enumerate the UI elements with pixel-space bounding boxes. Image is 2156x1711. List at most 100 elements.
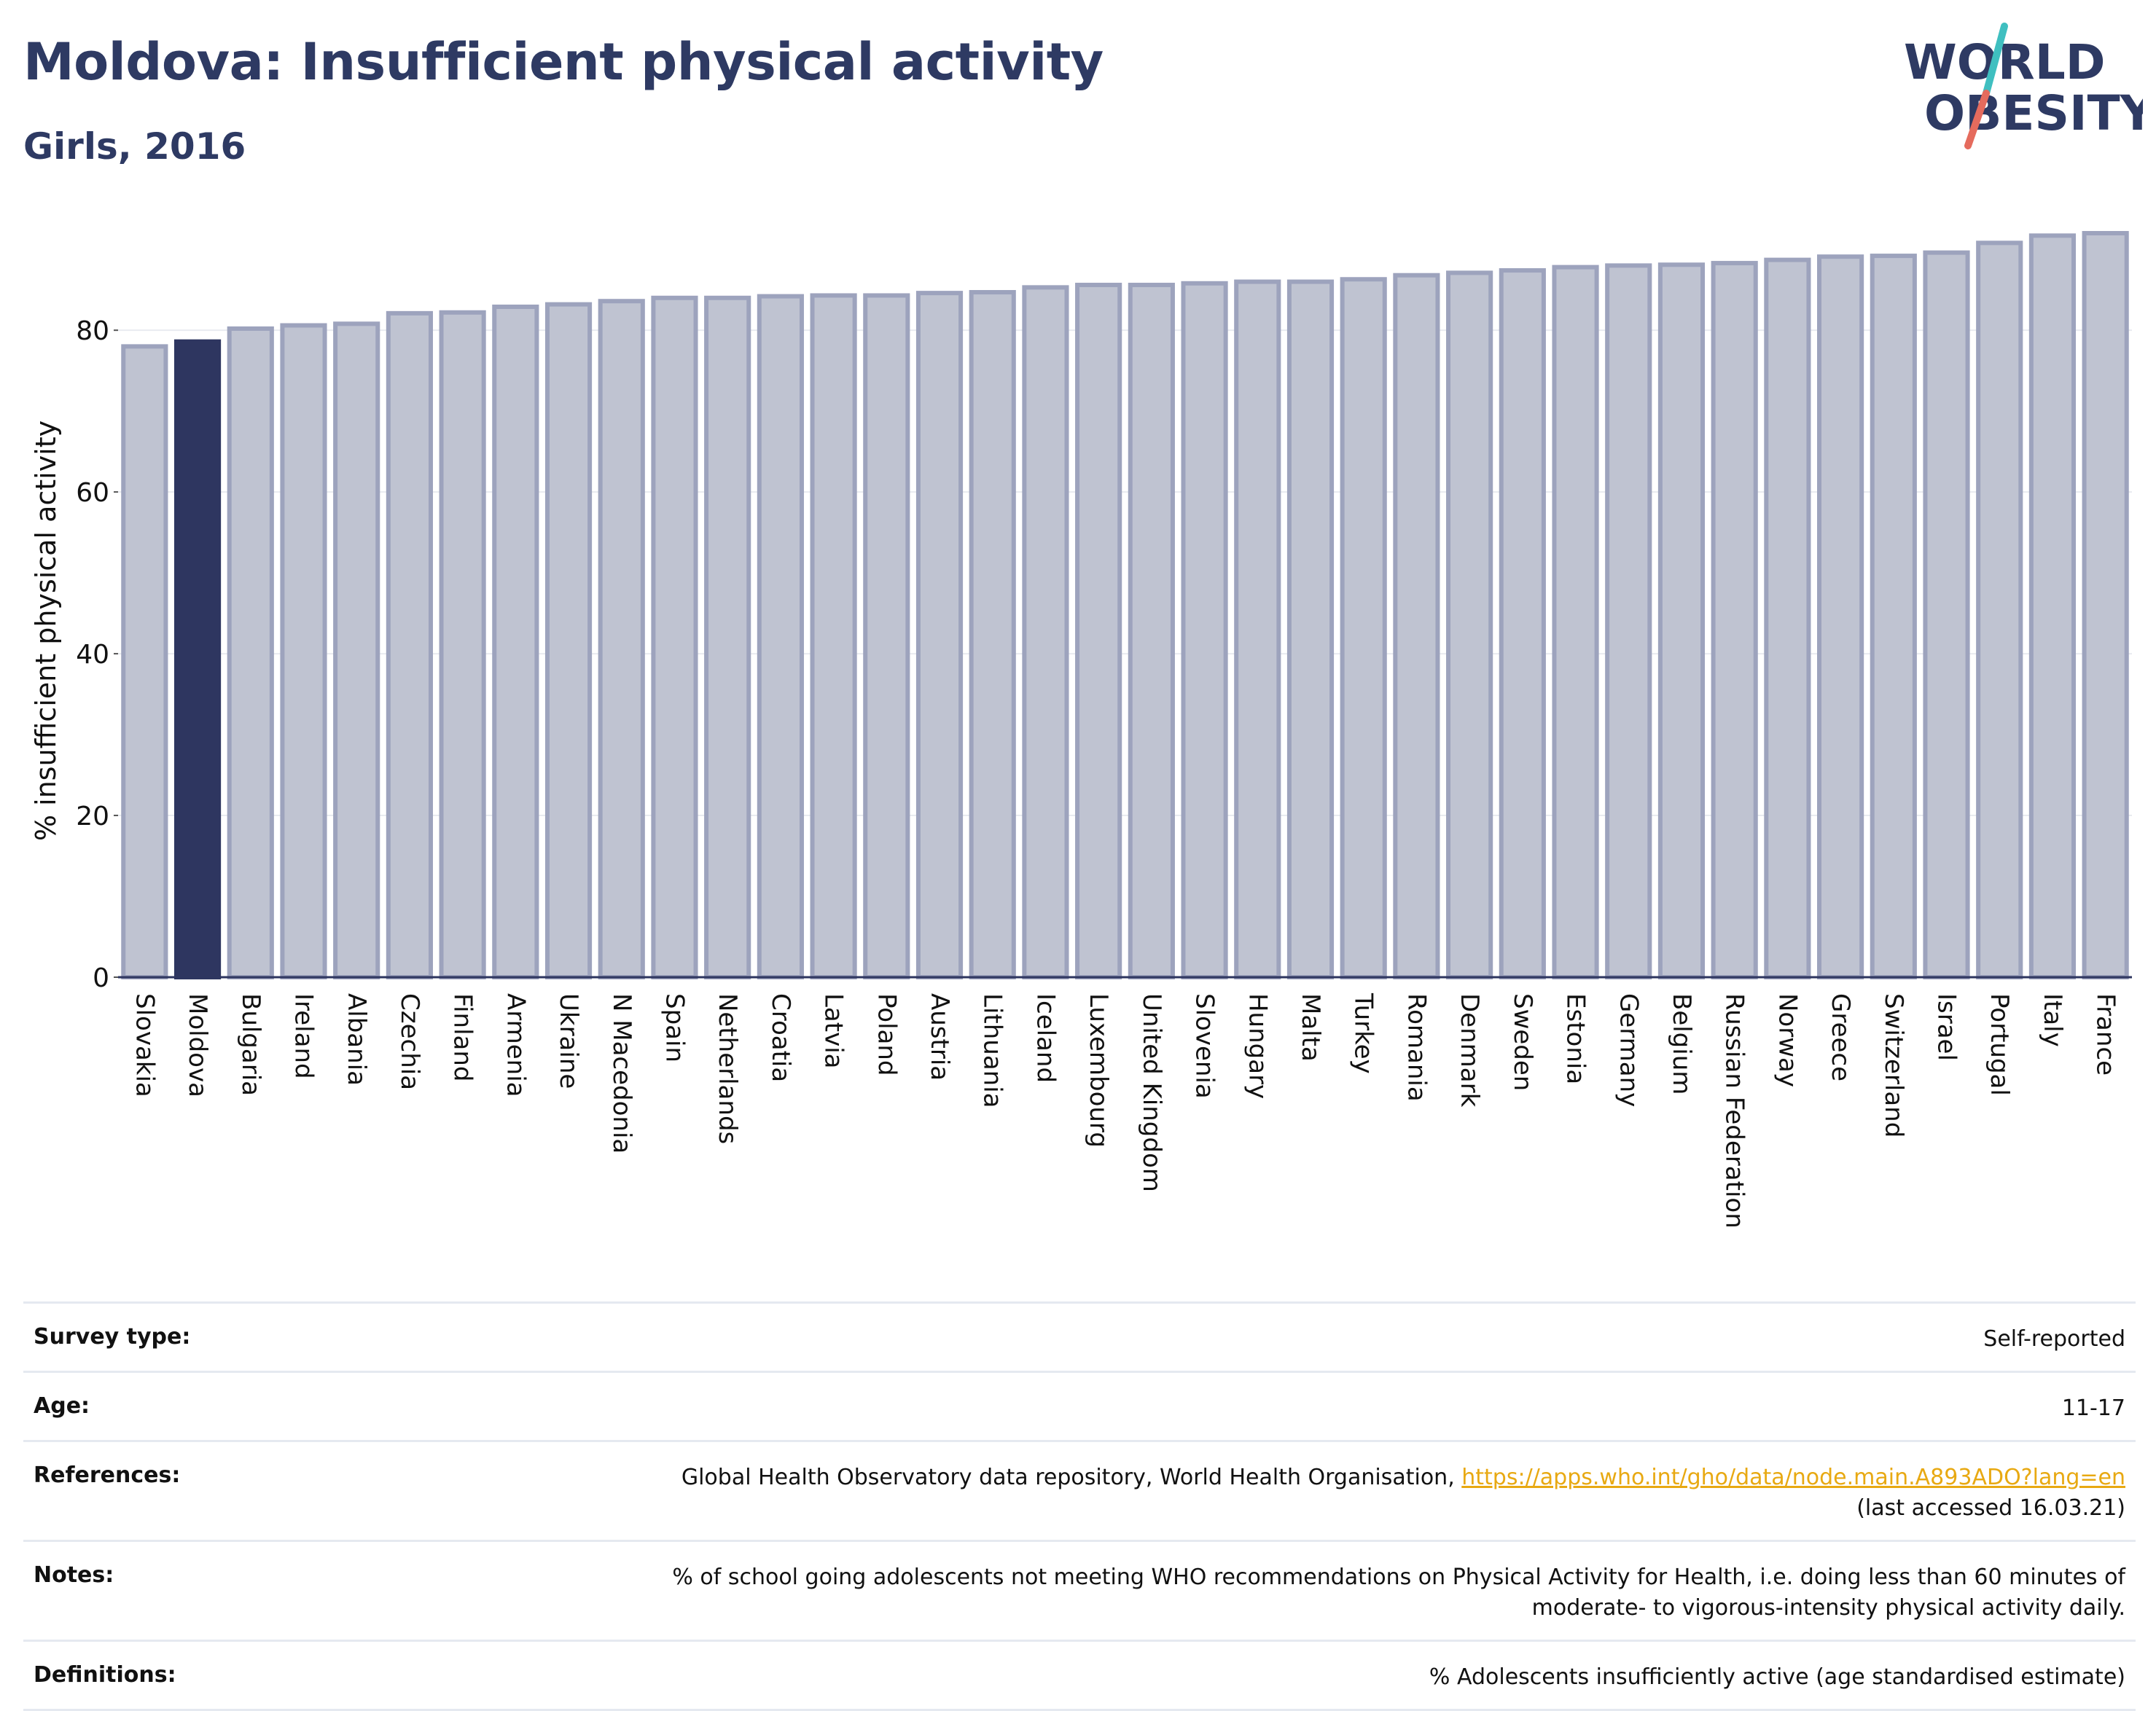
x-tick-label: Denmark [1455,993,1484,1108]
references-link[interactable]: https://apps.who.int/gho/data/node.main.… [1461,1465,2125,1490]
logo-word-obesity: OBESITY [1924,85,2143,141]
x-tick-label: Norway [1773,993,1802,1087]
notes-value: % of school going adolescents not meetin… [262,1540,2136,1641]
bar [121,344,168,979]
bar [2082,231,2129,979]
meta-row-notes: Notes: % of school going adolescents not… [23,1540,2136,1641]
bar [1657,262,1706,980]
bar [1817,254,1864,979]
survey-type-label: Survey type: [23,1301,262,1372]
bar-chart: 0 20 40 60 80 Slovakia Moldova Bulgaria Ireland… [30,231,2132,1229]
x-tick-label: Croatia [766,993,795,1082]
notes-label: Notes: [23,1540,262,1641]
bar [2028,233,2077,979]
x-tick-label: Moldova [183,993,212,1097]
bar [1022,285,1069,980]
bar [704,295,751,980]
bar [1764,257,1811,980]
x-tick-label: Ireland [289,993,318,1079]
bar [333,321,380,979]
x-tick-label: Netherlands [713,993,742,1144]
bar [1393,273,1440,980]
x-tick-label: Italy [2038,993,2067,1047]
bar [810,293,857,979]
x-tick-label: Germany [1614,993,1643,1107]
x-tick-label: United Kingdom [1137,993,1166,1192]
x-tick-label: Austria [925,993,954,1081]
survey-type-value: Self-reported [262,1301,2136,1372]
bar [863,293,910,979]
x-tick-label: Luxembourg [1084,993,1113,1148]
x-tick-label: Slovakia [130,993,159,1097]
notes-line-1: % of school going adolescents not meetin… [672,1565,2125,1590]
bar [651,295,698,980]
y-axis-label: % insufficient physical activity [30,420,62,841]
x-tick-label: Israel [1932,993,1961,1061]
x-tick-label: Sweden [1508,993,1537,1091]
x-tick-label: France [2091,993,2120,1076]
x-tick-label: Greece [1826,993,1855,1081]
bar [598,299,645,979]
x-tick-label: Ukraine [554,993,583,1089]
bar [1711,261,1758,979]
references-text: Global Health Observatory data repositor… [681,1465,1462,1490]
x-tick-label: Latvia [819,993,848,1069]
notes-line-2: moderate- to vigorous-intensity physical… [1531,1595,2125,1621]
x-tick-label: Switzerland [1879,993,1908,1138]
definitions-label: Definitions: [23,1640,262,1711]
bars [121,231,2129,980]
x-tick-label: Bulgaria [236,993,265,1096]
logo-slash-teal [1983,23,2008,97]
logo-word-world: WORLD [1904,34,2106,90]
bar [757,294,804,979]
definitions-value: % Adolescents insufficiently active (age… [262,1640,2136,1711]
x-tick-label: Czechia [395,993,424,1090]
chart-subtitle: Girls, 2016 [23,125,246,168]
x-tick-label: Armenia [501,993,530,1097]
y-tick-label: 0 [93,963,109,993]
y-tick-label: 60 [76,478,109,508]
meta-row-references: References: Global Health Observatory da… [23,1440,2136,1541]
bar [1923,250,1970,980]
meta-row-definitions: Definitions: % Adolescents insufficientl… [23,1640,2136,1711]
references-label: References: [23,1440,262,1541]
bar [1976,240,2023,979]
bar [1234,279,1281,979]
bar [1870,254,1917,979]
meta-row-age: Age: 11-17 [23,1371,2136,1441]
chart-title: Moldova: Insufficient physical activity [23,32,1104,92]
bar [439,310,486,980]
bar [915,291,964,979]
x-tick-label: Turkey [1349,992,1378,1074]
bar [1181,281,1228,979]
x-tick-label: Belgium [1667,993,1696,1095]
x-tick-labels: Slovakia Moldova Bulgaria Ireland Albania Cze… [130,992,2120,1229]
world-obesity-logo: WORLD OBESITY [1904,23,2143,149]
x-tick-label: Poland [872,993,901,1076]
bar [1075,283,1122,980]
age-label: Age: [23,1371,262,1441]
meta-row-survey-type: Survey type: Self-reported [23,1301,2136,1372]
x-tick-label: Iceland [1031,993,1060,1083]
x-tick-label: Malta [1296,993,1325,1062]
bar [1605,263,1652,979]
references-accessed: (last accessed 16.03.21) [1856,1495,2125,1521]
x-tick-label: Slovenia [1190,993,1219,1099]
bar [544,302,593,979]
age-value: 11-17 [262,1371,2136,1441]
bar [492,304,539,979]
y-tick-label: 20 [76,802,109,831]
bar [386,310,433,979]
x-tick-label: Spain [660,993,689,1062]
bar [1340,277,1387,979]
logo-slash-coral [1964,90,1990,149]
bar-highlight [173,339,222,979]
x-tick-label: N Macedonia [607,993,636,1154]
references-value: Global Health Observatory data repositor… [262,1440,2136,1541]
y-tick-label: 40 [76,640,109,670]
bar [969,290,1016,979]
x-tick-label: Finland [448,993,477,1082]
x-tick-label: Hungary [1243,993,1272,1099]
x-tick-label: Romania [1402,993,1431,1102]
bar [280,323,327,980]
